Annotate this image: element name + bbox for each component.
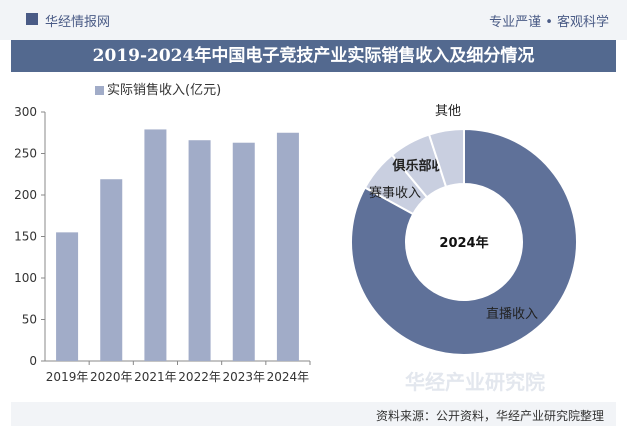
top-banner: 华经情报网 专业严谨 • 客观科学 bbox=[0, 0, 627, 40]
y-tick-label: 50 bbox=[22, 313, 37, 327]
watermark: 华经产业研究院 bbox=[405, 370, 545, 394]
x-tick-label: 2024年 bbox=[267, 370, 310, 384]
y-tick-label: 300 bbox=[14, 105, 37, 119]
x-tick-label: 2022年 bbox=[178, 370, 221, 384]
pie-slice-直播收入 bbox=[350, 127, 578, 356]
x-tick-label: 2019年 bbox=[46, 370, 89, 384]
legend-swatch bbox=[95, 86, 104, 95]
brand-name: 华经情报网 bbox=[45, 15, 111, 30]
y-tick-label: 150 bbox=[14, 230, 37, 244]
pie-label-直播收入: 直播收入 bbox=[486, 307, 538, 322]
brand-logo-icon bbox=[26, 13, 38, 25]
x-tick-label: 2023年 bbox=[222, 370, 265, 384]
y-tick-label: 200 bbox=[14, 188, 37, 202]
chart-title: 2019-2024年中国电子竞技产业实际销售收入及细分情况 bbox=[11, 40, 616, 72]
x-tick-label: 2020年 bbox=[90, 370, 133, 384]
pie-label-赛事收入: 赛事收入 bbox=[369, 185, 421, 201]
y-tick-label: 250 bbox=[14, 147, 37, 161]
pie-center-label: 2024年 bbox=[439, 235, 488, 251]
tagline: 专业严谨 • 客观科学 bbox=[489, 15, 609, 30]
bar-2021年 bbox=[144, 129, 167, 361]
pie-slice-其他 bbox=[427, 127, 465, 189]
bar-2024年 bbox=[276, 132, 299, 361]
source-note: 资料来源：公开资料，华经产业研究院整理 bbox=[375, 409, 604, 423]
bar-2023年 bbox=[232, 142, 255, 361]
source-bar: 资料来源：公开资料，华经产业研究院整理 bbox=[11, 402, 616, 426]
pie-label-其他: 其他 bbox=[435, 104, 461, 119]
legend-label: 实际销售收入(亿元) bbox=[107, 83, 222, 98]
bar-2020年 bbox=[100, 179, 123, 361]
bar-2022年 bbox=[188, 140, 211, 361]
bar-2019年 bbox=[56, 232, 79, 361]
x-tick-label: 2021年 bbox=[134, 370, 177, 384]
y-tick-label: 0 bbox=[29, 354, 37, 368]
y-tick-label: 100 bbox=[14, 271, 37, 285]
